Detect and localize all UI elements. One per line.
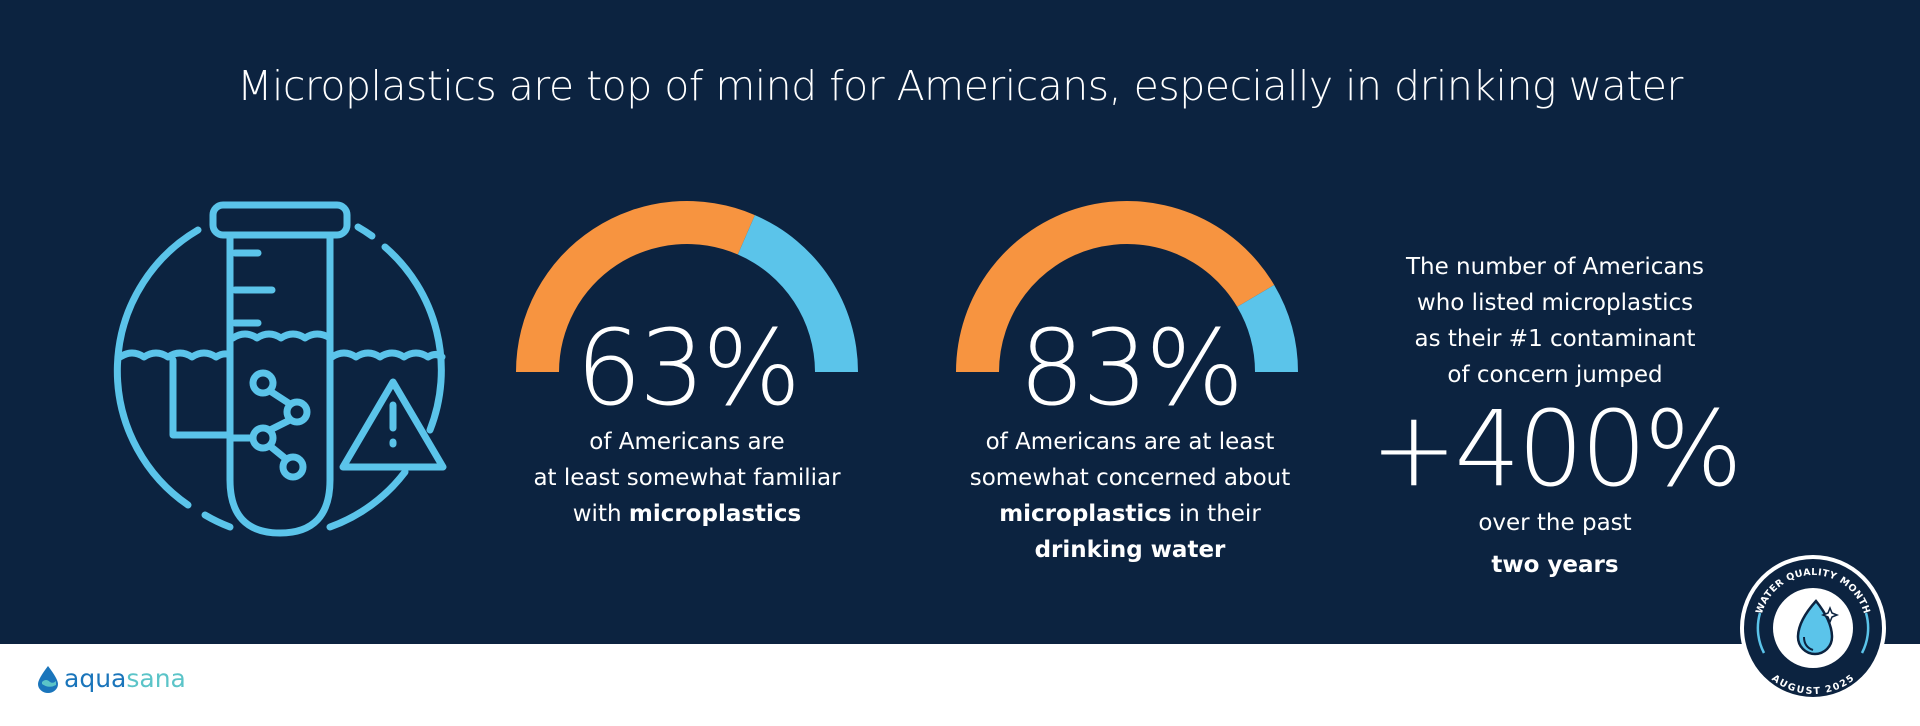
page-title: Microplastics are top of mind for Americ… [237, 62, 1683, 110]
caption-line: over the past [1478, 510, 1632, 536]
caption-bold: microplastics [628, 501, 802, 527]
jump-value: +400% [1370, 388, 1742, 510]
caption-line: of concern jumped [1447, 362, 1663, 388]
caption-line: who listed microplastics [1416, 290, 1694, 316]
gauge-filled-arc [516, 200, 755, 372]
stat-63-caption: of Americans are at least somewhat famil… [487, 424, 887, 532]
gauge-63 [516, 200, 858, 372]
jump-intro: The number of Americans who listed micro… [1355, 249, 1755, 393]
test-tube-water-warning-icon [113, 201, 447, 537]
caption-line: as their #1 contaminant [1414, 326, 1696, 352]
header-band [0, 0, 1920, 644]
caption-line: with microplastics [487, 496, 887, 532]
caption-bold: drinking water [1034, 537, 1226, 563]
caption-line: somewhat concerned about [969, 465, 1291, 491]
logo-text-aqua: aqua [64, 664, 127, 693]
stat-63-value: 63% [575, 307, 801, 429]
aquasana-logo: aquasana [36, 664, 186, 693]
caption-line: of Americans are [589, 429, 785, 455]
stat-83-caption: of Americans are at least somewhat conce… [930, 424, 1330, 568]
gauge-remaining-arc [737, 215, 858, 372]
caption-bold: two years [1491, 552, 1619, 578]
caption-bold: microplastics [999, 501, 1172, 527]
water-quality-month-badge: WATER QUALITY MONTH AUGUST 2025 [1740, 555, 1886, 701]
stat-83-value: 83% [1018, 307, 1244, 429]
gauge-83 [956, 200, 1298, 372]
caption-line: of Americans are at least [985, 429, 1275, 455]
caption-line: microplastics in their [930, 496, 1330, 532]
jump-outro: over the past two years [1355, 505, 1755, 583]
logo-text-sana: sana [126, 664, 186, 693]
gauge-remaining-arc [1237, 284, 1298, 372]
caption-line: drinking water [930, 532, 1330, 568]
water-drop-wave-icon [38, 665, 58, 693]
gauge-filled-arc [956, 200, 1275, 372]
caption-line: at least somewhat familiar [533, 465, 841, 491]
caption-line: The number of Americans [1405, 254, 1705, 280]
caption-text: in their [1171, 501, 1261, 527]
caption-text: with [572, 501, 629, 527]
